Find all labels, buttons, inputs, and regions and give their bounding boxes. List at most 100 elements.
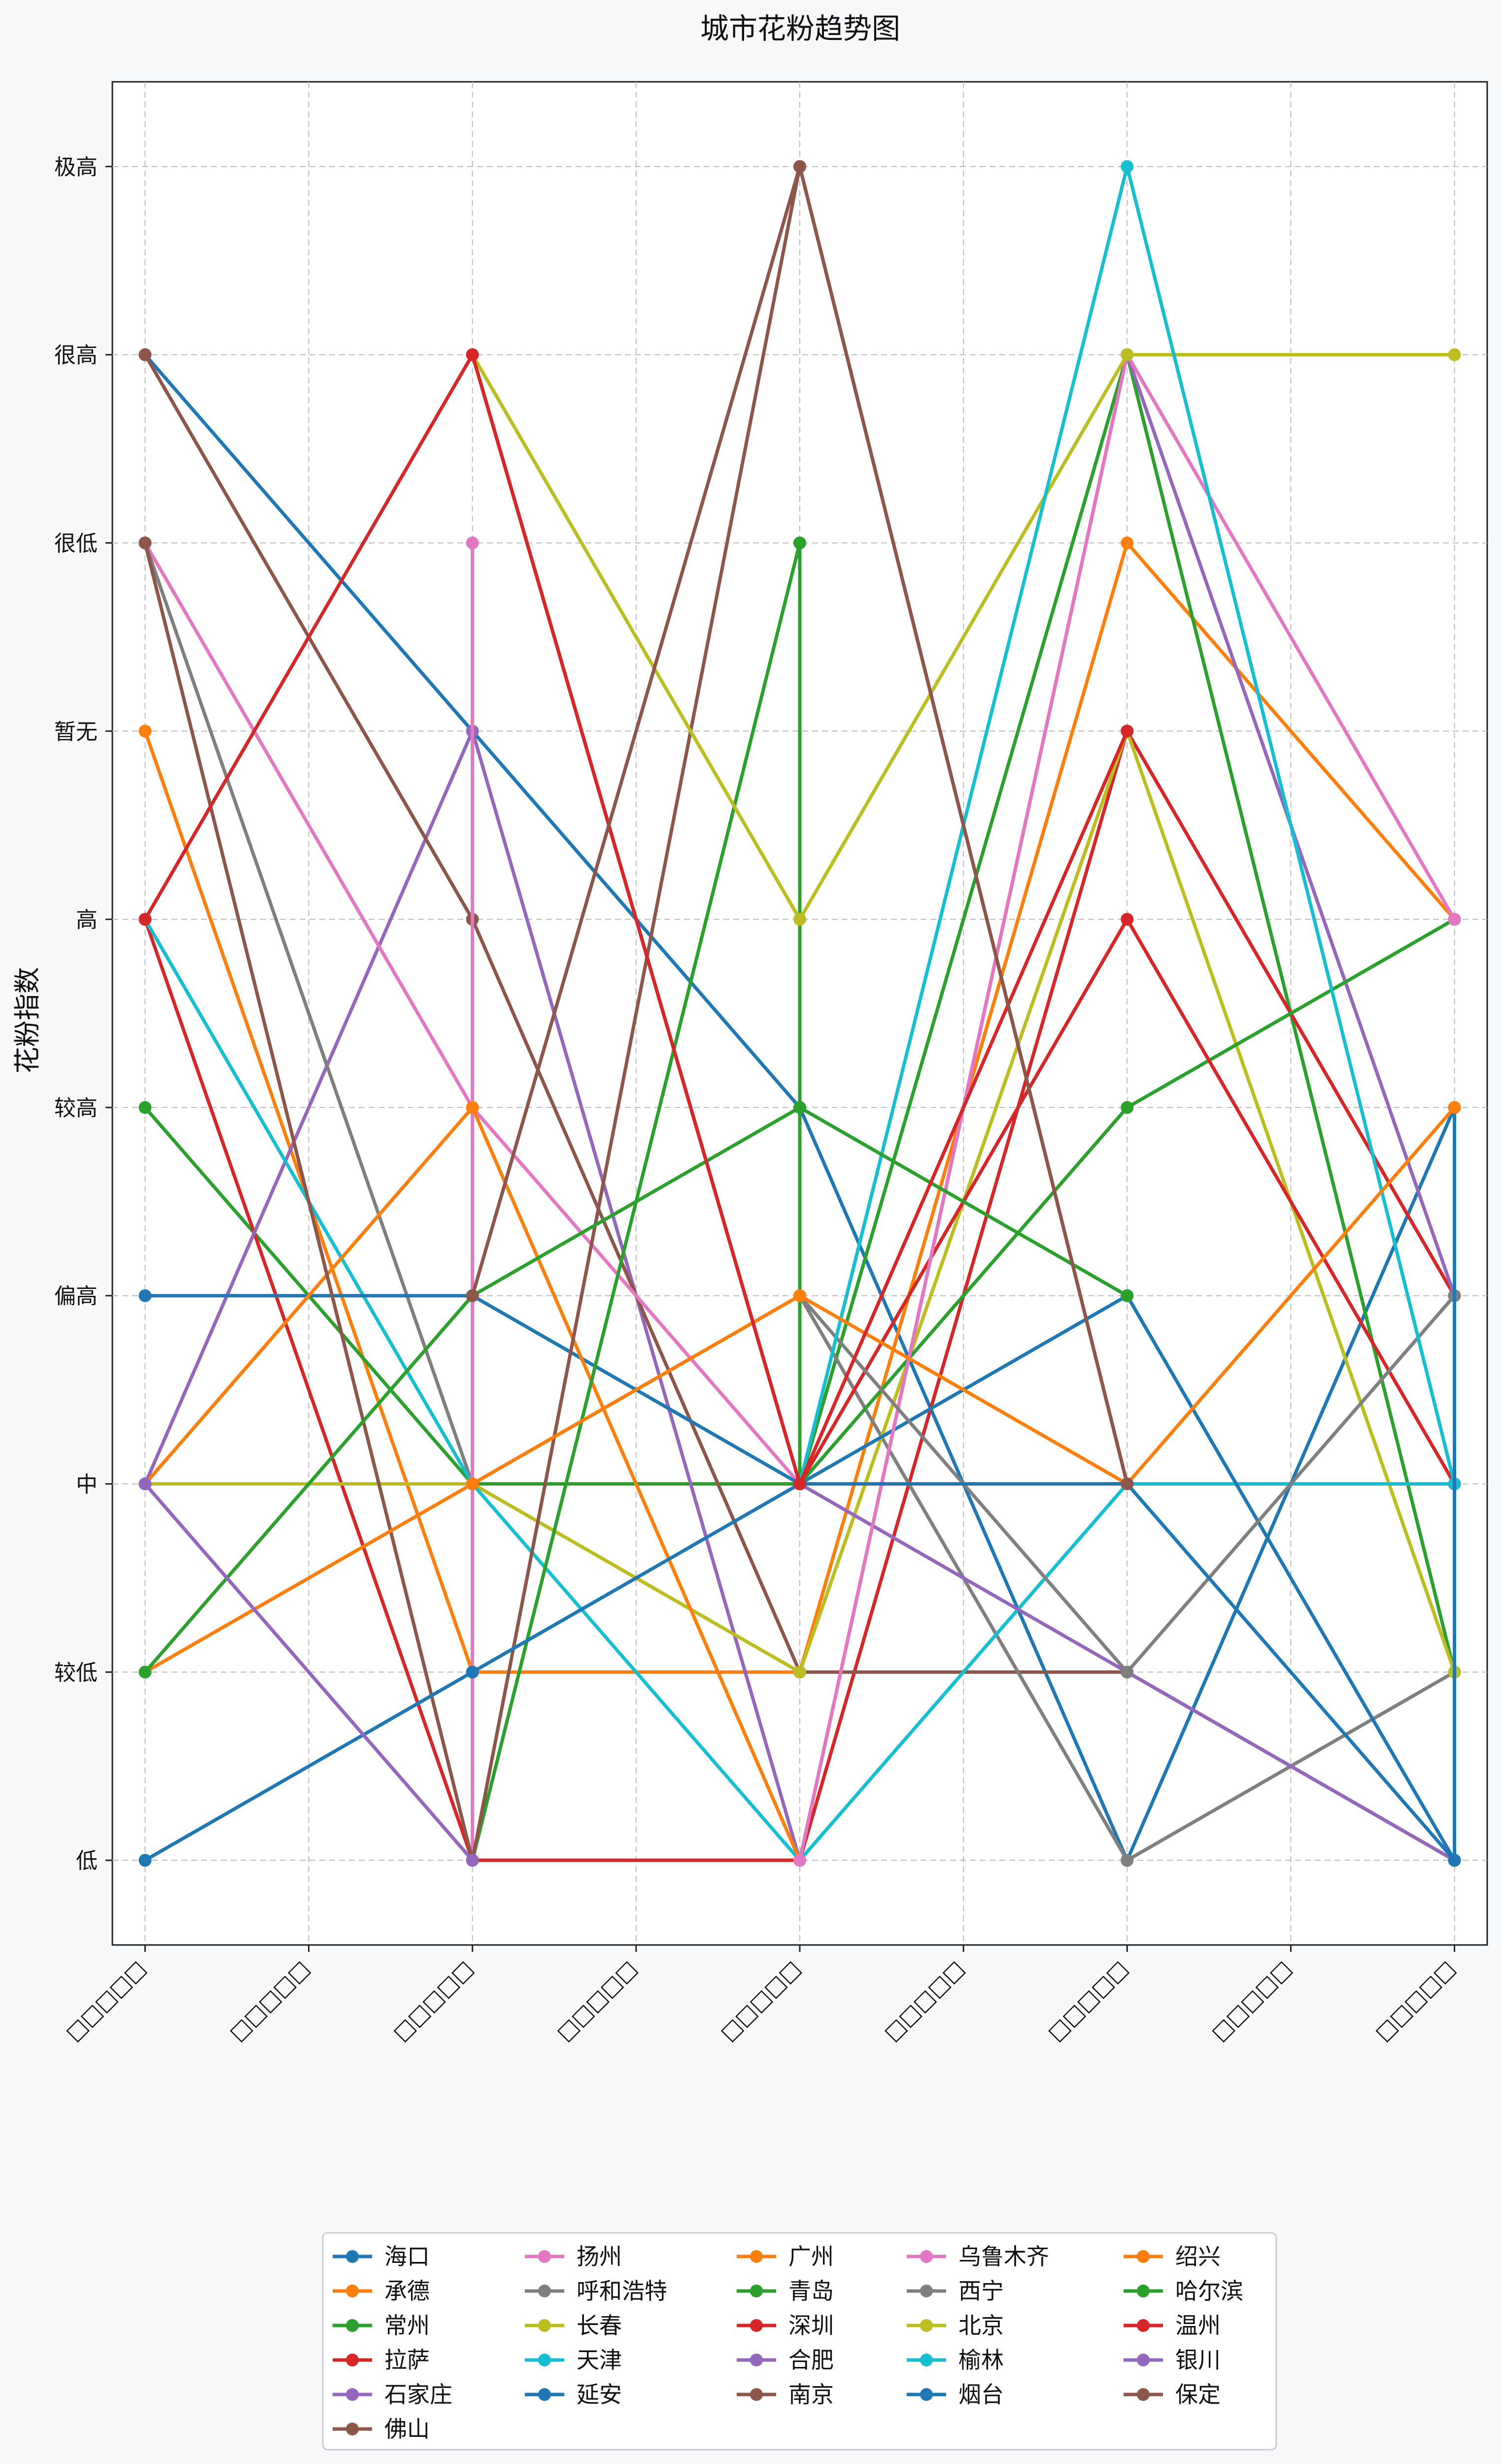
data-point <box>793 160 806 173</box>
legend-label: 承德 <box>384 2278 430 2304</box>
data-point <box>138 1477 152 1491</box>
x-tick-label: □□□□□ <box>552 1956 642 2046</box>
data-point <box>138 913 152 926</box>
data-point <box>466 1289 479 1302</box>
series-温州 <box>138 348 1134 1491</box>
legend-label: 哈尔滨 <box>1175 2278 1243 2304</box>
data-point <box>466 1666 479 1679</box>
legend-item: 石家庄 <box>333 2381 452 2408</box>
legend-label: 常州 <box>384 2312 430 2339</box>
legend-swatch-marker <box>1137 2250 1150 2263</box>
series-line <box>143 353 1129 1486</box>
series-line <box>143 1106 1128 1673</box>
legend-swatch-marker <box>346 2388 359 2401</box>
data-point <box>466 1854 479 1867</box>
legend-label: 长春 <box>577 2312 622 2339</box>
legend-label: 北京 <box>958 2312 1004 2339</box>
legend-label: 石家庄 <box>384 2381 452 2408</box>
legend-item: 合肥 <box>737 2347 834 2373</box>
legend-label: 青岛 <box>788 2278 834 2304</box>
data-point <box>1448 348 1461 361</box>
legend-label: 深圳 <box>788 2312 834 2339</box>
data-point <box>138 1854 152 1867</box>
legend-swatch-marker <box>750 2354 763 2366</box>
legend-label: 呼和浩特 <box>577 2278 667 2304</box>
legend-item: 常州 <box>333 2312 430 2339</box>
legend-item: 延安 <box>525 2381 622 2408</box>
legend-item: 承德 <box>333 2278 430 2304</box>
data-point <box>466 1477 479 1491</box>
data-point <box>138 1666 152 1679</box>
data-point <box>138 536 152 550</box>
data-point <box>793 1477 806 1491</box>
legend-item: 哈尔滨 <box>1124 2278 1243 2304</box>
legend-item: 北京 <box>907 2312 1004 2339</box>
legend-item: 银川 <box>1124 2347 1221 2373</box>
legend-item: 长春 <box>525 2312 622 2339</box>
legend-label: 保定 <box>1175 2381 1221 2408</box>
legend-label: 南京 <box>788 2381 834 2408</box>
x-tick-label: □□□□□ <box>1206 1956 1297 2046</box>
legend-swatch-marker <box>750 2285 763 2297</box>
legend-item: 榆林 <box>907 2347 1004 2373</box>
legend-swatch-marker <box>750 2319 763 2332</box>
legend-item: 海口 <box>333 2243 430 2270</box>
data-point <box>466 536 479 550</box>
legend-swatch-marker <box>920 2388 933 2401</box>
data-point <box>1121 536 1134 550</box>
x-tick-label: □□□□□ <box>388 1956 478 2046</box>
data-point <box>1121 1101 1134 1114</box>
legend-swatch-marker <box>750 2388 763 2401</box>
legend-item: 绍兴 <box>1124 2243 1221 2270</box>
y-tick-label: 低 <box>76 1848 98 1874</box>
legend-label: 佛山 <box>384 2416 430 2442</box>
legend-label: 乌鲁木齐 <box>958 2243 1049 2270</box>
legend-swatch-marker <box>1137 2388 1150 2401</box>
legend-item: 青岛 <box>737 2278 834 2304</box>
data-point <box>1448 1101 1461 1114</box>
data-point <box>793 1289 806 1302</box>
legend-swatch-marker <box>920 2285 933 2297</box>
legend-swatch-marker <box>538 2354 551 2366</box>
data-point <box>466 348 479 361</box>
data-point <box>1121 348 1134 361</box>
legend-label: 绍兴 <box>1175 2243 1221 2270</box>
legend-swatch-marker <box>346 2354 359 2366</box>
legend-label: 西宁 <box>958 2278 1004 2304</box>
legend-label: 广州 <box>788 2243 834 2270</box>
legend-label: 银川 <box>1175 2347 1221 2373</box>
x-tick-label: □□□□□ <box>716 1956 806 2046</box>
data-point <box>793 1101 806 1114</box>
legend-item: 乌鲁木齐 <box>907 2243 1049 2270</box>
legend-label: 海口 <box>384 2243 430 2270</box>
data-point <box>138 725 152 738</box>
legend-item: 天津 <box>525 2347 622 2373</box>
data-point <box>793 913 806 926</box>
legend-item: 佛山 <box>333 2416 430 2442</box>
legend-swatch-marker <box>920 2250 933 2263</box>
y-tick-label: 偏高 <box>54 1284 98 1309</box>
data-point <box>138 348 152 361</box>
legend-label: 温州 <box>1175 2312 1221 2339</box>
legend-item: 呼和浩特 <box>525 2278 667 2304</box>
legend-item: 南京 <box>737 2381 834 2408</box>
legend-label: 拉萨 <box>384 2347 430 2373</box>
y-tick-label: 较高 <box>54 1096 98 1121</box>
series-line <box>144 1107 1457 1862</box>
legend-swatch-marker <box>1137 2319 1150 2332</box>
data-point <box>1448 1854 1461 1867</box>
legend-item: 深圳 <box>737 2312 834 2339</box>
y-tick-label: 高 <box>76 907 98 933</box>
legend-label: 扬州 <box>577 2243 622 2270</box>
legend-swatch-marker <box>538 2285 551 2297</box>
legend-label: 烟台 <box>958 2381 1004 2408</box>
series-银川 <box>138 1477 479 1867</box>
legend-swatch-marker <box>750 2250 763 2263</box>
y-tick-label: 中 <box>76 1472 98 1497</box>
legend-swatch-marker <box>1137 2354 1150 2366</box>
data-point <box>466 1101 479 1114</box>
x-tick-label: □□□□□ <box>1043 1956 1133 2046</box>
legend-item: 拉萨 <box>333 2347 430 2373</box>
